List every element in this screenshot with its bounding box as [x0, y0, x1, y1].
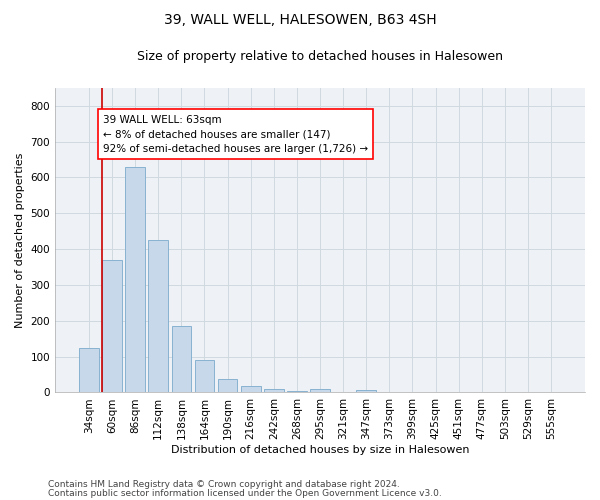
Bar — [310, 389, 330, 392]
Bar — [287, 390, 307, 392]
X-axis label: Distribution of detached houses by size in Halesowen: Distribution of detached houses by size … — [171, 445, 469, 455]
Bar — [264, 389, 284, 392]
Bar — [218, 379, 238, 392]
Bar — [356, 390, 376, 392]
Text: Contains public sector information licensed under the Open Government Licence v3: Contains public sector information licen… — [48, 489, 442, 498]
Title: Size of property relative to detached houses in Halesowen: Size of property relative to detached ho… — [137, 50, 503, 63]
Bar — [125, 166, 145, 392]
Text: 39, WALL WELL, HALESOWEN, B63 4SH: 39, WALL WELL, HALESOWEN, B63 4SH — [164, 12, 436, 26]
Bar — [172, 326, 191, 392]
Bar — [102, 260, 122, 392]
Text: 39 WALL WELL: 63sqm
← 8% of detached houses are smaller (147)
92% of semi-detach: 39 WALL WELL: 63sqm ← 8% of detached hou… — [103, 114, 368, 154]
Bar — [79, 348, 99, 393]
Y-axis label: Number of detached properties: Number of detached properties — [15, 152, 25, 328]
Bar — [241, 386, 260, 392]
Bar — [194, 360, 214, 392]
Text: Contains HM Land Registry data © Crown copyright and database right 2024.: Contains HM Land Registry data © Crown c… — [48, 480, 400, 489]
Bar — [148, 240, 168, 392]
